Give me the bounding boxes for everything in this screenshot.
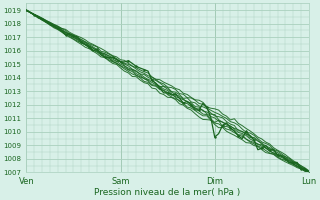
X-axis label: Pression niveau de la mer( hPa ): Pression niveau de la mer( hPa ): [94, 188, 241, 197]
